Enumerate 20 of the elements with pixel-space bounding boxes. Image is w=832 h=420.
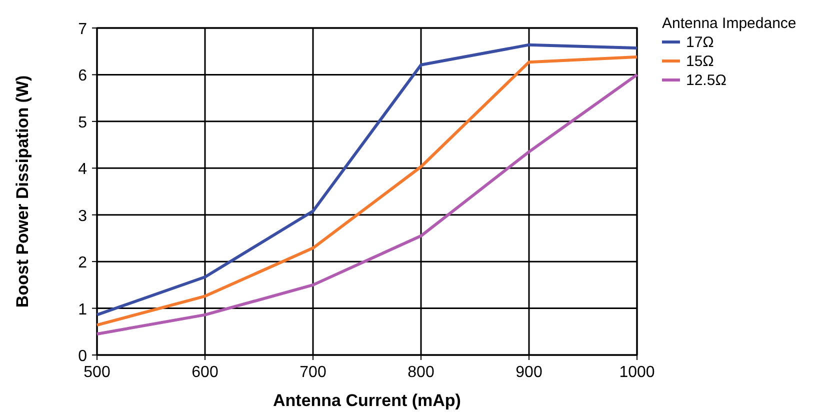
legend-title: Antenna Impedance (662, 15, 796, 32)
x-tick-label: 500 (84, 364, 110, 381)
x-tick-label: 800 (408, 364, 434, 381)
x-tick-label: 900 (516, 364, 542, 381)
y-axis-title: Boost Power Dissipation (W) (13, 75, 32, 308)
legend-label: 15Ω (686, 53, 714, 70)
x-tick-label: 700 (300, 364, 326, 381)
y-tick-label: 2 (78, 254, 88, 272)
y-tick-label: 1 (78, 301, 88, 318)
y-tick-label: 3 (78, 208, 88, 225)
legend-label: 17Ω (686, 34, 714, 51)
x-axis-title: Antenna Current (mAp) (273, 391, 461, 410)
y-tick-label: 4 (78, 161, 88, 178)
x-tick-label: 600 (192, 364, 218, 381)
y-tick-label: 0 (78, 348, 88, 365)
y-tick-label: 6 (78, 68, 88, 85)
y-tick-label: 7 (78, 21, 88, 38)
x-tick-label: 1000 (619, 364, 655, 381)
y-tick-label: 5 (78, 114, 88, 132)
legend-label: 12.5Ω (686, 72, 726, 89)
